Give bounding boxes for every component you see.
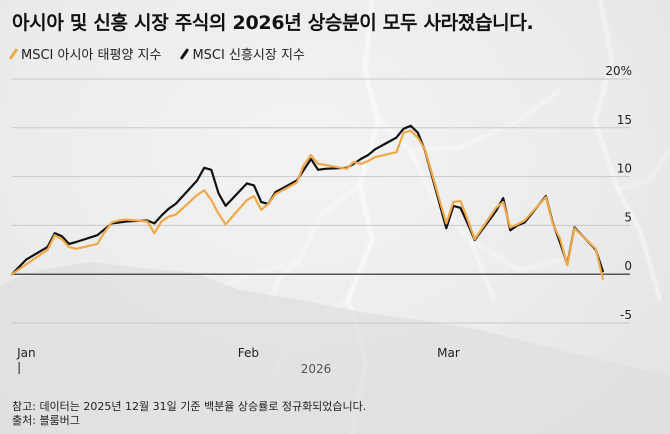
legend-item-asia-pacific: MSCI 아시아 태평양 지수	[8, 44, 162, 63]
chart-title: 아시아 및 신흥 시장 주식의 2026년 상승분이 모두 사라졌습니다.	[12, 12, 534, 34]
legend: MSCI 아시아 태평양 지수 MSCI 신흥시장 지수	[8, 44, 305, 63]
footnote: 참고: 데이터는 2025년 12월 31일 기준 백분율 상승률로 정규화되었…	[12, 400, 367, 413]
x-tick-label: Mar	[437, 346, 460, 360]
x-tick-label: Jan	[16, 346, 36, 360]
x-axis: Jan Feb Mar 2026	[16, 346, 460, 376]
series-line-emerging-markets	[10, 124, 605, 276]
legend-label-asia-pacific: MSCI 아시아 태평양 지수	[21, 48, 162, 63]
x-tick-label: Feb	[238, 346, 259, 360]
y-tick-label: 0	[624, 259, 632, 273]
gridlines	[12, 78, 630, 324]
x-axis-label: 2026	[301, 362, 332, 376]
y-tick-label: 10	[617, 162, 632, 176]
mountain-silhouette	[0, 262, 670, 434]
footer: 참고: 데이터는 2025년 12월 31일 기준 백분율 상승률로 정규화되었…	[12, 400, 366, 428]
y-tick-label: 20%	[605, 64, 632, 78]
y-tick-label: 5	[624, 210, 632, 224]
y-tick-label: 15	[617, 113, 632, 127]
y-tick-label: -5	[620, 308, 632, 322]
legend-item-emerging-markets: MSCI 신흥시장 지수	[180, 44, 305, 63]
source-note: 출처: 블룸버그	[12, 414, 80, 427]
series-lines	[10, 124, 605, 281]
series-line-asia-pacific	[10, 129, 605, 281]
legend-label-emerging-markets: MSCI 신흥시장 지수	[192, 48, 305, 63]
y-axis-labels: -5 0 5 10 15 20%	[605, 64, 632, 322]
